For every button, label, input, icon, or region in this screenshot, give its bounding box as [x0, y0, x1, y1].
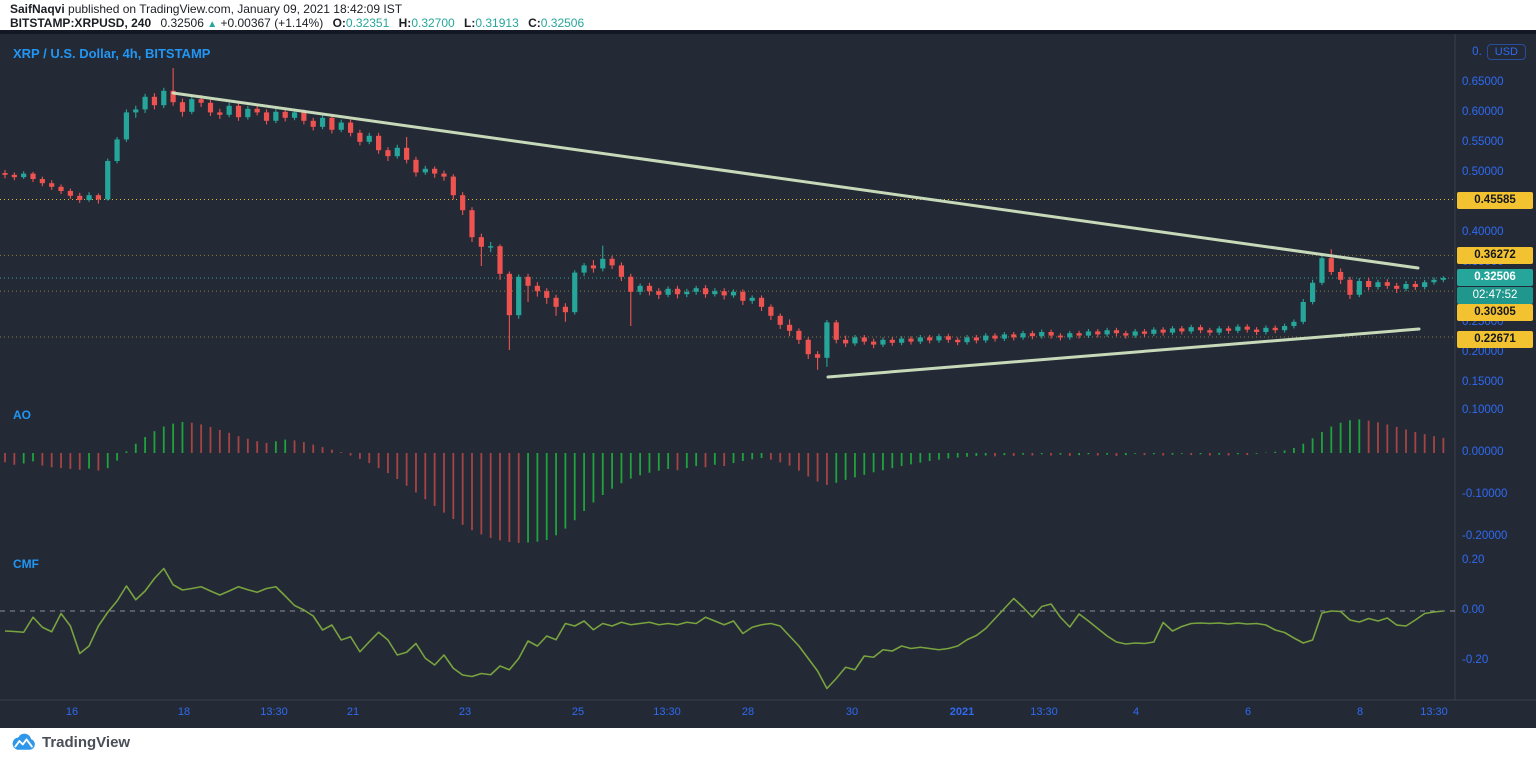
last-price: 0.32506 [160, 16, 204, 30]
low-label: L: [464, 16, 476, 30]
tradingview-logo-text: TradingView [42, 733, 131, 751]
time-axis-label: 25 [571, 706, 585, 718]
price-scale-label: 0.60000 [1462, 106, 1504, 118]
time-axis-label: 13:30 [260, 706, 288, 718]
price-scale-label: 0.10000 [1462, 404, 1504, 416]
chart-frame: XRP / U.S. Dollar, 4h, BITSTAMP AO CMF 0… [0, 30, 1536, 728]
time-axis-label: 18 [177, 706, 191, 718]
time-axis-label: 13:30 [1420, 706, 1448, 718]
publish-info: published on TradingView.com, January 09… [64, 2, 403, 16]
price-scale-label: 0.15000 [1462, 376, 1504, 388]
price-alert-tag: 0.45585 [1457, 191, 1533, 209]
price-alert-tag: 0.22671 [1457, 330, 1533, 348]
time-axis-label: 13:30 [1030, 706, 1058, 718]
currency-toggle-button[interactable]: USD [1486, 44, 1526, 60]
symbol-ohlc-bar: BITSTAMP:XRPUSD, 240 0.32506 ▲ +0.00367 … [10, 16, 584, 30]
price-scale-label: 0.55000 [1462, 136, 1504, 148]
price-scale-label: 0.50000 [1462, 166, 1504, 178]
up-arrow-icon: ▲ [207, 19, 218, 30]
cmf-indicator-label[interactable]: CMF [13, 557, 39, 571]
current-price-tag: 0.32506 [1457, 269, 1533, 286]
price-alert-tag: 0.36272 [1457, 246, 1533, 264]
price-change: +0.00367 (+1.14%) [220, 16, 324, 30]
price-scale-label: 0.00000 [1462, 446, 1504, 458]
scale-prefix: 0. [1472, 46, 1482, 58]
price-scale-label: -0.10000 [1462, 488, 1508, 500]
ao-indicator-label[interactable]: AO [13, 408, 31, 422]
open-value: 0.32351 [345, 16, 390, 30]
price-scale-label: 0.00 [1462, 604, 1485, 616]
tradingview-logo[interactable]: TradingView [11, 733, 130, 751]
open-label: O: [332, 16, 346, 30]
time-axis-label: 13:30 [653, 706, 681, 718]
close-value: 0.32506 [540, 16, 585, 30]
time-axis-label: 16 [65, 706, 79, 718]
price-scale-header: 0. USD [1472, 44, 1526, 60]
close-label: C: [528, 16, 541, 30]
price-alert-tag: 0.30305 [1457, 303, 1533, 321]
tradingview-cloud-icon [12, 733, 35, 750]
high-label: H: [398, 16, 412, 30]
chart-title: XRP / U.S. Dollar, 4h, BITSTAMP [13, 46, 211, 61]
time-axis-label: 21 [346, 706, 360, 718]
price-scale-label: -0.20000 [1462, 530, 1508, 542]
time-axis-label: 2021 [949, 706, 975, 718]
time-axis-label: 23 [458, 706, 472, 718]
time-axis-label: 28 [741, 706, 755, 718]
bar-countdown-tag: 02:47:52 [1457, 287, 1533, 304]
snapshot-top-border [0, 30, 1536, 34]
price-scale-label: 0.40000 [1462, 226, 1504, 238]
price-scale-label: 0.65000 [1462, 76, 1504, 88]
publish-line: SaifNaqvi published on TradingView.com, … [10, 2, 402, 16]
time-axis-label: 6 [1244, 706, 1252, 718]
time-axis-label: 4 [1132, 706, 1140, 718]
low-value: 0.31913 [475, 16, 519, 30]
time-axis-label: 30 [845, 706, 859, 718]
attribution-bar: SaifNaqvi published on TradingView.com, … [0, 0, 1536, 30]
symbol-name: BITSTAMP:XRPUSD, 240 [10, 16, 152, 30]
price-scale-label: -0.20 [1462, 654, 1489, 666]
price-scale-label: 0.20 [1462, 554, 1485, 566]
time-axis-label: 8 [1356, 706, 1364, 718]
footer-bar: TradingView [0, 728, 1536, 758]
high-value: 0.32700 [411, 16, 455, 30]
price-scale-label: 0.20000 [1462, 346, 1504, 358]
chart-canvas[interactable] [0, 30, 1536, 728]
author-name: SaifNaqvi [10, 2, 65, 16]
